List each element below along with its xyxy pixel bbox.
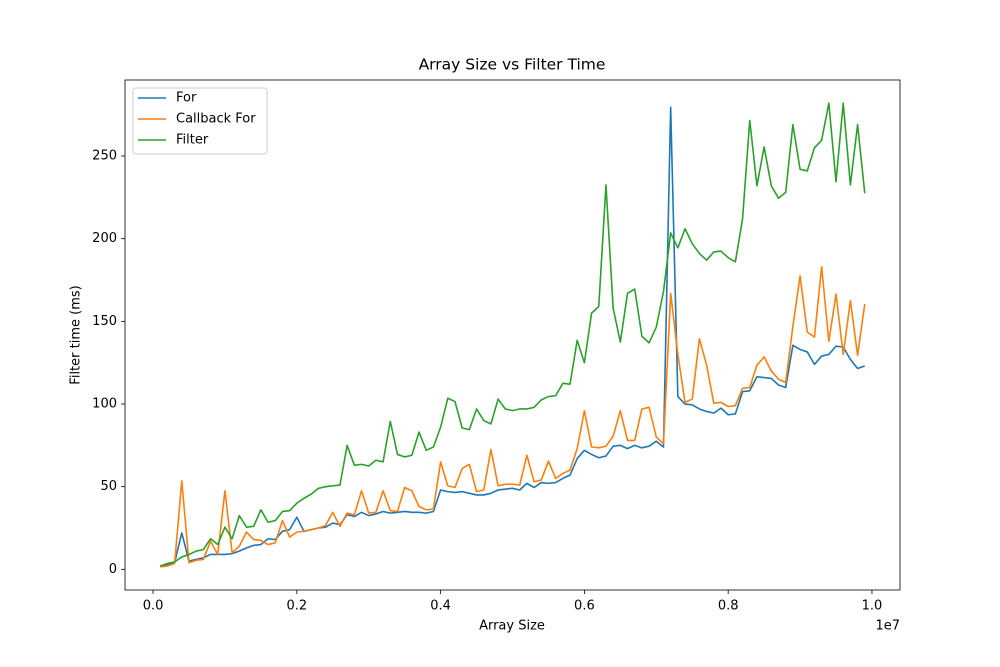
- x-tick-label: 0.6: [574, 599, 595, 614]
- legend-label: Filter: [176, 133, 209, 148]
- y-tick-label: 250: [92, 149, 117, 164]
- y-tick-label: 50: [100, 479, 117, 494]
- y-axis-label: Filter time (ms): [69, 285, 84, 384]
- y-tick-label: 150: [92, 314, 117, 329]
- x-tick-label: 0.0: [143, 599, 164, 614]
- legend-label: Callback For: [176, 112, 256, 127]
- axes-frame: [124, 79, 901, 591]
- x-axis-label: Array Size: [479, 619, 545, 634]
- x-tick-label: 0.8: [718, 599, 739, 614]
- series-line: [159, 102, 866, 567]
- legend-label: For: [176, 91, 197, 106]
- series-line: [160, 266, 866, 568]
- chart-title: Array Size vs Filter Time: [419, 56, 606, 74]
- y-tick-label: 200: [92, 231, 117, 246]
- x-tick-label: 0.2: [286, 599, 307, 614]
- x-tick-label: 1.0: [862, 599, 883, 614]
- x-offset-label: 1e7: [875, 619, 900, 634]
- y-tick-label: 100: [92, 397, 117, 412]
- y-tick-label: 0: [109, 562, 117, 577]
- x-tick-label: 0.4: [430, 599, 451, 614]
- legend-box: [132, 87, 268, 155]
